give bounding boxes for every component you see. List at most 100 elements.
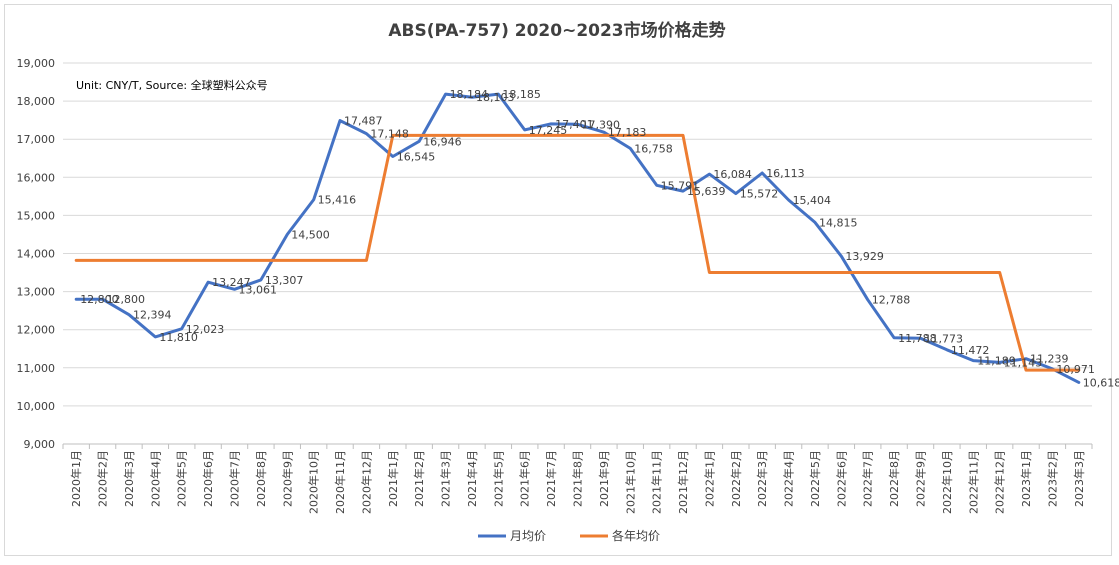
- chart-title: ABS(PA-757) 2020~2023市场价格走势: [388, 20, 725, 41]
- y-tick-label: 15,000: [17, 209, 56, 222]
- data-label: 12,800: [107, 293, 146, 306]
- data-label: 13,307: [265, 274, 304, 287]
- x-axis: 2020年1月 2020年2月 2020年3月 2020年4月 2020年5月 2020年…: [62, 444, 1093, 514]
- x-tick-label: 2020年1月: [69, 450, 83, 507]
- x-tick-label: 2020年6月: [201, 450, 215, 507]
- chart-frame: [4, 4, 1112, 556]
- data-label: 14,815: [819, 216, 858, 229]
- x-tick-label: 2020年4月: [148, 450, 162, 507]
- x-tick-label: 2022年4月: [782, 450, 796, 507]
- data-label: 11,773: [925, 332, 964, 345]
- x-tick-label: 2022年5月: [808, 450, 822, 507]
- x-tick-label: 2021年5月: [491, 450, 505, 507]
- x-tick-label: 2020年10月: [307, 450, 321, 514]
- data-label: 17,390: [582, 118, 621, 131]
- x-tick-label: 2022年10月: [940, 450, 954, 514]
- data-label: 16,113: [766, 167, 805, 180]
- data-label: 14,500: [291, 228, 330, 241]
- data-label: 13,061: [239, 283, 278, 296]
- x-tick-label: 2022年7月: [861, 450, 875, 507]
- y-tick-label: 16,000: [17, 171, 56, 184]
- x-tick-label: 2020年11月: [333, 450, 347, 514]
- x-tick-label: 2021年8月: [571, 450, 585, 507]
- data-label: 18,185: [502, 88, 541, 101]
- x-tick-label: 2020年8月: [254, 450, 268, 507]
- x-tick-label: 2021年3月: [439, 450, 453, 507]
- legend-label: 月均价: [510, 529, 546, 543]
- series-group: [74, 92, 1081, 384]
- x-tick-label: 2023年1月: [1019, 450, 1033, 507]
- x-tick-label: 2022年11月: [966, 450, 980, 514]
- series-line-monthly: [74, 92, 1081, 384]
- x-tick-label: 2021年12月: [676, 450, 690, 514]
- x-tick-label: 2020年5月: [175, 450, 189, 507]
- y-tick-label: 10,000: [17, 400, 56, 413]
- data-label: 15,416: [318, 194, 357, 207]
- x-tick-label: 2023年2月: [1045, 450, 1059, 507]
- x-tick-label: 2022年8月: [887, 450, 901, 507]
- y-tick-label: 18,000: [17, 95, 56, 108]
- unit-source-note: Unit: CNY/T, Source: 全球塑料公众号: [76, 78, 268, 92]
- data-label: 11,239: [1030, 353, 1069, 366]
- x-tick-label: 2021年9月: [597, 450, 611, 507]
- y-tick-label: 14,000: [17, 248, 56, 261]
- x-tick-label: 2020年3月: [122, 450, 136, 507]
- data-label: 16,946: [423, 135, 462, 148]
- data-label: 10,618: [1083, 376, 1119, 389]
- data-label: 12,788: [872, 294, 911, 307]
- data-label: 11,189: [977, 355, 1016, 368]
- data-label: 17,183: [608, 126, 647, 139]
- x-tick-label: 2022年6月: [834, 450, 848, 507]
- y-tick-label: 19,000: [17, 57, 56, 70]
- data-label: 13,247: [212, 276, 251, 289]
- data-label: 11,788: [898, 332, 937, 345]
- data-label: 17,401: [555, 118, 594, 131]
- y-tick-label: 9,000: [24, 438, 56, 451]
- x-tick-label: 2021年6月: [518, 450, 532, 507]
- gridlines: [63, 62, 1092, 445]
- data-label: 18,184: [450, 88, 489, 101]
- x-tick-label: 2021年1月: [386, 450, 400, 507]
- data-label: 16,545: [397, 151, 436, 164]
- data-label: 10,971: [1056, 363, 1095, 376]
- x-tick-label: 2021年2月: [412, 450, 426, 507]
- legend-label: 各年均价: [612, 528, 660, 543]
- x-tick-label: 2020年2月: [96, 450, 110, 507]
- data-label: 11,143: [1004, 356, 1042, 369]
- x-tick-label: 2021年7月: [544, 450, 558, 507]
- y-tick-label: 13,000: [17, 286, 56, 299]
- series-line-yearly: [74, 133, 1081, 372]
- data-label: 18,103: [476, 91, 515, 104]
- x-tick-label: 2022年2月: [729, 450, 743, 507]
- data-label: 15,639: [687, 185, 726, 198]
- data-label: 11,472: [951, 344, 990, 357]
- x-tick-label: 2022年1月: [702, 450, 716, 507]
- data-label: 12,023: [186, 323, 225, 336]
- data-label: 11,810: [159, 331, 198, 344]
- x-tick-label: 2022年9月: [914, 450, 928, 507]
- data-label: 15,572: [740, 188, 779, 201]
- data-label: 12,800: [80, 293, 119, 306]
- data-label: 15,791: [661, 179, 700, 192]
- data-label: 15,404: [793, 194, 832, 207]
- legend: 月均价 各年均价: [478, 528, 660, 543]
- x-tick-label: 2021年4月: [465, 450, 479, 507]
- y-tick-label: 17,000: [17, 133, 56, 146]
- x-tick-label: 2021年10月: [623, 450, 637, 514]
- x-tick-label: 2021年11月: [650, 450, 664, 514]
- data-label: 13,929: [845, 250, 884, 263]
- x-tick-label: 2022年12月: [993, 450, 1007, 514]
- x-tick-label: 2022年3月: [755, 450, 769, 507]
- data-label: 17,148: [370, 128, 409, 141]
- y-tick-label: 12,000: [17, 324, 56, 337]
- x-tick-label: 2020年9月: [280, 450, 294, 507]
- data-label: 12,394: [133, 309, 172, 322]
- x-tick-label: 2020年12月: [359, 450, 373, 514]
- data-label: 16,084: [713, 168, 752, 181]
- data-label: 16,758: [634, 142, 673, 155]
- data-label: 17,487: [344, 115, 383, 128]
- y-axis: 9,000 10,000 11,000 12,000 13,000 14,000 15,00…: [17, 57, 56, 451]
- data-label: 17,245: [529, 124, 568, 137]
